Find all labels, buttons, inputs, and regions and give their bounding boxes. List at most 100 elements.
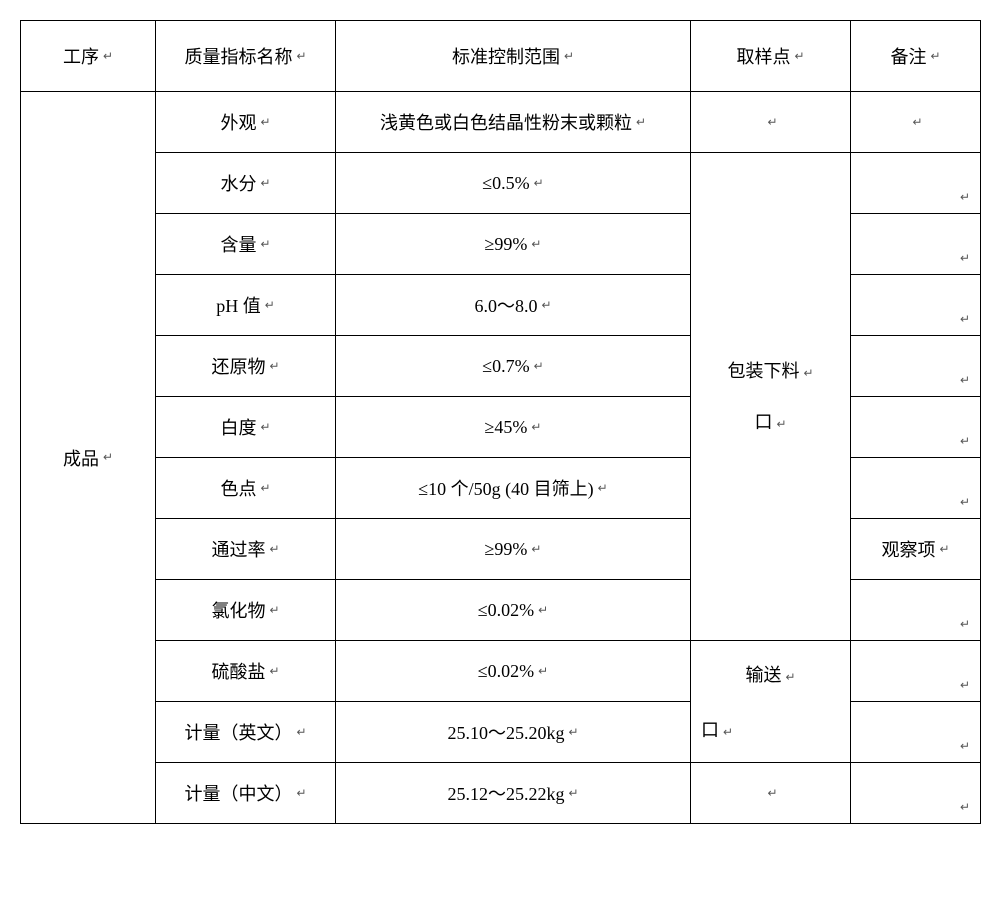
name-cell: pH 值 ↵	[156, 275, 336, 336]
process-label: 成品	[63, 445, 99, 471]
hdr-standard-text: 标准控制范围	[452, 43, 560, 69]
pmark-icon: ↵	[534, 359, 544, 374]
std-cell: 25.10～25.20kg↵	[336, 702, 691, 763]
std-cell: ≤0.02%↵	[336, 641, 691, 702]
note-cell: ↵	[851, 153, 981, 214]
std-cell: ≤0.02%↵	[336, 580, 691, 641]
pmark-icon: ↵	[564, 49, 574, 64]
pmark-icon: ↵	[260, 420, 270, 435]
pmark-icon: ↵	[531, 237, 541, 252]
pmark-icon: ↵	[296, 786, 306, 801]
pmark-icon: ↵	[260, 115, 270, 130]
hdr-indicator: 质量指标名称 ↵	[156, 21, 336, 92]
table-row: 成品↵ 外观↵ 浅黄色或白色结晶性粉末或颗粒↵ ↵ ↵	[21, 92, 981, 153]
row-name: 色点	[220, 475, 256, 501]
row-std: ≥99%	[485, 539, 528, 560]
std-cell: 浅黄色或白色结晶性粉末或颗粒 ↵	[336, 92, 691, 153]
hdr-process-text: 工序	[63, 43, 99, 69]
row-name: 计量（英文）	[184, 719, 292, 745]
std-cell: ≥99%↵	[336, 214, 691, 275]
note-cell: 观察项↵	[851, 519, 981, 580]
note-cell: ↵	[851, 580, 981, 641]
name-cell: 水分 ↵	[156, 153, 336, 214]
std-cell: 25.12～25.22kg ↵	[336, 763, 691, 824]
table-row: 水分↵ ≤0.5%↵ 包装下料↵ 口↵ ↵	[21, 153, 981, 214]
std-cell: ≤0.5%↵	[336, 153, 691, 214]
pmark-icon: ↵	[767, 786, 777, 801]
name-cell: 含量↵	[156, 214, 336, 275]
pmark-icon: ↵	[260, 176, 270, 191]
note-cell: ↵	[851, 702, 981, 763]
pmark-icon: ↵	[269, 603, 279, 618]
row-name: 硫酸盐	[211, 658, 265, 684]
pmark-icon: ↵	[598, 481, 608, 496]
hdr-sample: 取样点↵	[691, 21, 851, 92]
sample-g1-l1: 包装下料	[727, 346, 799, 396]
name-cell: 硫酸盐↵	[156, 641, 336, 702]
note-cell: ↵	[851, 92, 981, 153]
sample-cell: ↵	[691, 92, 851, 153]
pmark-icon: ↵	[568, 725, 578, 740]
name-cell: 外观 ↵	[156, 92, 336, 153]
hdr-note: 备注↵	[851, 21, 981, 92]
row-note: 观察项	[881, 536, 935, 562]
pmark-icon: ↵	[531, 420, 541, 435]
pmark-icon: ↵	[960, 190, 970, 205]
row-name: pH 值	[216, 292, 261, 318]
pmark-icon: ↵	[960, 800, 970, 815]
std-cell: ≤0.7% ↵	[336, 336, 691, 397]
name-cell: 还原物 ↵	[156, 336, 336, 397]
std-cell: ≥99%↵	[336, 519, 691, 580]
row-std: ≤0.7%	[482, 356, 529, 377]
pmark-icon: ↵	[541, 298, 551, 313]
row-std: ≤0.02%	[478, 661, 534, 682]
pmark-icon: ↵	[960, 373, 970, 388]
pmark-icon: ↵	[960, 678, 970, 693]
name-cell: 白度↵	[156, 397, 336, 458]
pmark-icon: ↵	[960, 434, 970, 449]
row-name: 水分	[220, 170, 256, 196]
row-name: 还原物	[211, 353, 265, 379]
pmark-icon: ↵	[531, 542, 541, 557]
std-cell: ≤10 个/50g (40 目筛上)↵	[336, 458, 691, 519]
row-std: ≤0.02%	[478, 600, 534, 621]
note-cell: ↵	[851, 641, 981, 702]
table-row: 计量（中文）↵ 25.12～25.22kg ↵ ↵ ↵	[21, 763, 981, 824]
pmark-icon: ↵	[269, 359, 279, 374]
pmark-icon: ↵	[260, 481, 270, 496]
pmark-icon: ↵	[260, 237, 270, 252]
row-name: 外观	[220, 109, 256, 135]
row-std: 浅黄色或白色结晶性粉末或颗粒	[380, 109, 632, 135]
table-row: 硫酸盐↵ ≤0.02%↵ 输送↵ 口↵ ↵	[21, 641, 981, 702]
spec-table: 工序 ↵ 质量指标名称 ↵ 标准控制范围 ↵ 取样点↵ 备注↵ 成品 ↵ 外观 ↵ 浅黄色…	[20, 20, 981, 824]
hdr-indicator-text: 质量指标名称	[184, 43, 292, 69]
hdr-standard: 标准控制范围 ↵	[336, 21, 691, 92]
pmark-icon: ↵	[296, 49, 306, 64]
pmark-icon: ↵	[636, 115, 646, 130]
sample-cell-group1: 包装下料↵ 口↵	[691, 153, 851, 641]
std-cell: 6.0～8.0 ↵	[336, 275, 691, 336]
row-name: 氯化物	[211, 597, 265, 623]
row-std: 25.12～25.22kg	[447, 780, 564, 806]
row-std: ≥99%	[485, 234, 528, 255]
pmark-icon: ↵	[103, 450, 113, 465]
pmark-icon: ↵	[103, 49, 113, 64]
pmark-icon: ↵	[296, 725, 306, 740]
pmark-icon: ↵	[960, 739, 970, 754]
pmark-icon: ↵	[568, 786, 578, 801]
note-cell: ↵	[851, 336, 981, 397]
row-std: ≤0.5%	[482, 173, 529, 194]
pmark-icon: ↵	[960, 251, 970, 266]
sample-cell: ↵	[691, 763, 851, 824]
name-cell: 氯化物 ↵	[156, 580, 336, 641]
pmark-icon: ↵	[960, 495, 970, 510]
pmark-icon: ↵	[785, 670, 795, 684]
name-cell: 计量（中文）↵	[156, 763, 336, 824]
row-std: 6.0～8.0	[474, 292, 537, 318]
note-cell: ↵	[851, 275, 981, 336]
name-cell: 通过率↵	[156, 519, 336, 580]
table-header-row: 工序 ↵ 质量指标名称 ↵ 标准控制范围 ↵ 取样点↵ 备注↵	[21, 21, 981, 92]
pmark-icon: ↵	[265, 298, 275, 313]
note-cell: ↵	[851, 763, 981, 824]
pmark-icon: ↵	[960, 312, 970, 327]
